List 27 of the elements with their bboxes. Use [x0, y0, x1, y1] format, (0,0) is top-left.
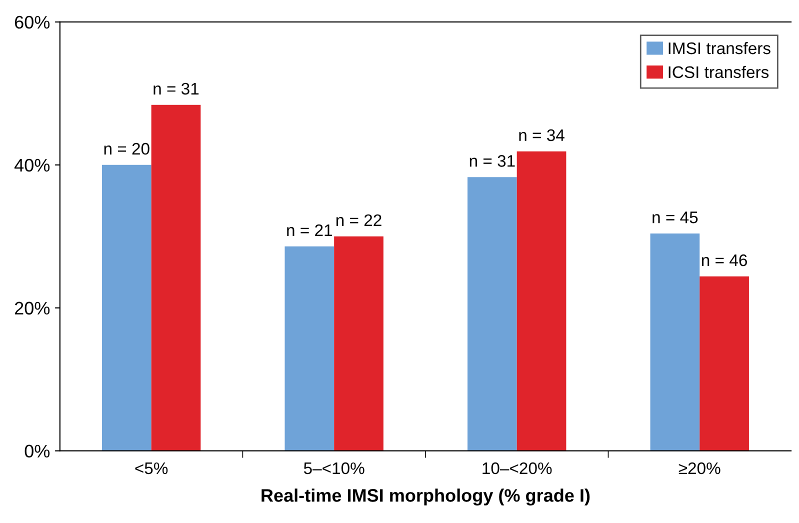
annotation: n = 46 [702, 254, 747, 266]
annotation: n = 20 [104, 142, 150, 155]
annotation: n = 34 [519, 129, 564, 142]
x-tick-label: 5–<10% [304, 462, 364, 474]
legend-label: ICSI transfers [668, 66, 769, 78]
y-tick-label: 20% [14, 302, 50, 315]
bar [516, 151, 566, 451]
legend-label: IMSI transfers [668, 42, 770, 54]
y-tick-label: 0% [24, 444, 50, 458]
bar [151, 104, 201, 451]
x-axis-title: Real-time IMSI morphology (% grade I) [262, 488, 590, 506]
y-tick-label: 40% [14, 158, 50, 172]
bar [334, 236, 384, 451]
annotation: n = 45 [652, 212, 698, 224]
x-tick-label: <5% [135, 462, 168, 474]
x-tick-label: 10–<20% [482, 462, 552, 474]
annotation: n = 22 [336, 214, 382, 226]
bar [650, 234, 700, 451]
bar [468, 177, 517, 451]
annotation: n = 31 [154, 82, 199, 95]
y-tick-label: 60% [14, 16, 50, 29]
bar [102, 164, 152, 451]
x-tick-label: ≥20% [678, 462, 720, 474]
bar [700, 276, 749, 451]
annotation: n = 21 [287, 224, 332, 236]
bar [284, 246, 334, 451]
annotation: n = 31 [470, 155, 515, 167]
